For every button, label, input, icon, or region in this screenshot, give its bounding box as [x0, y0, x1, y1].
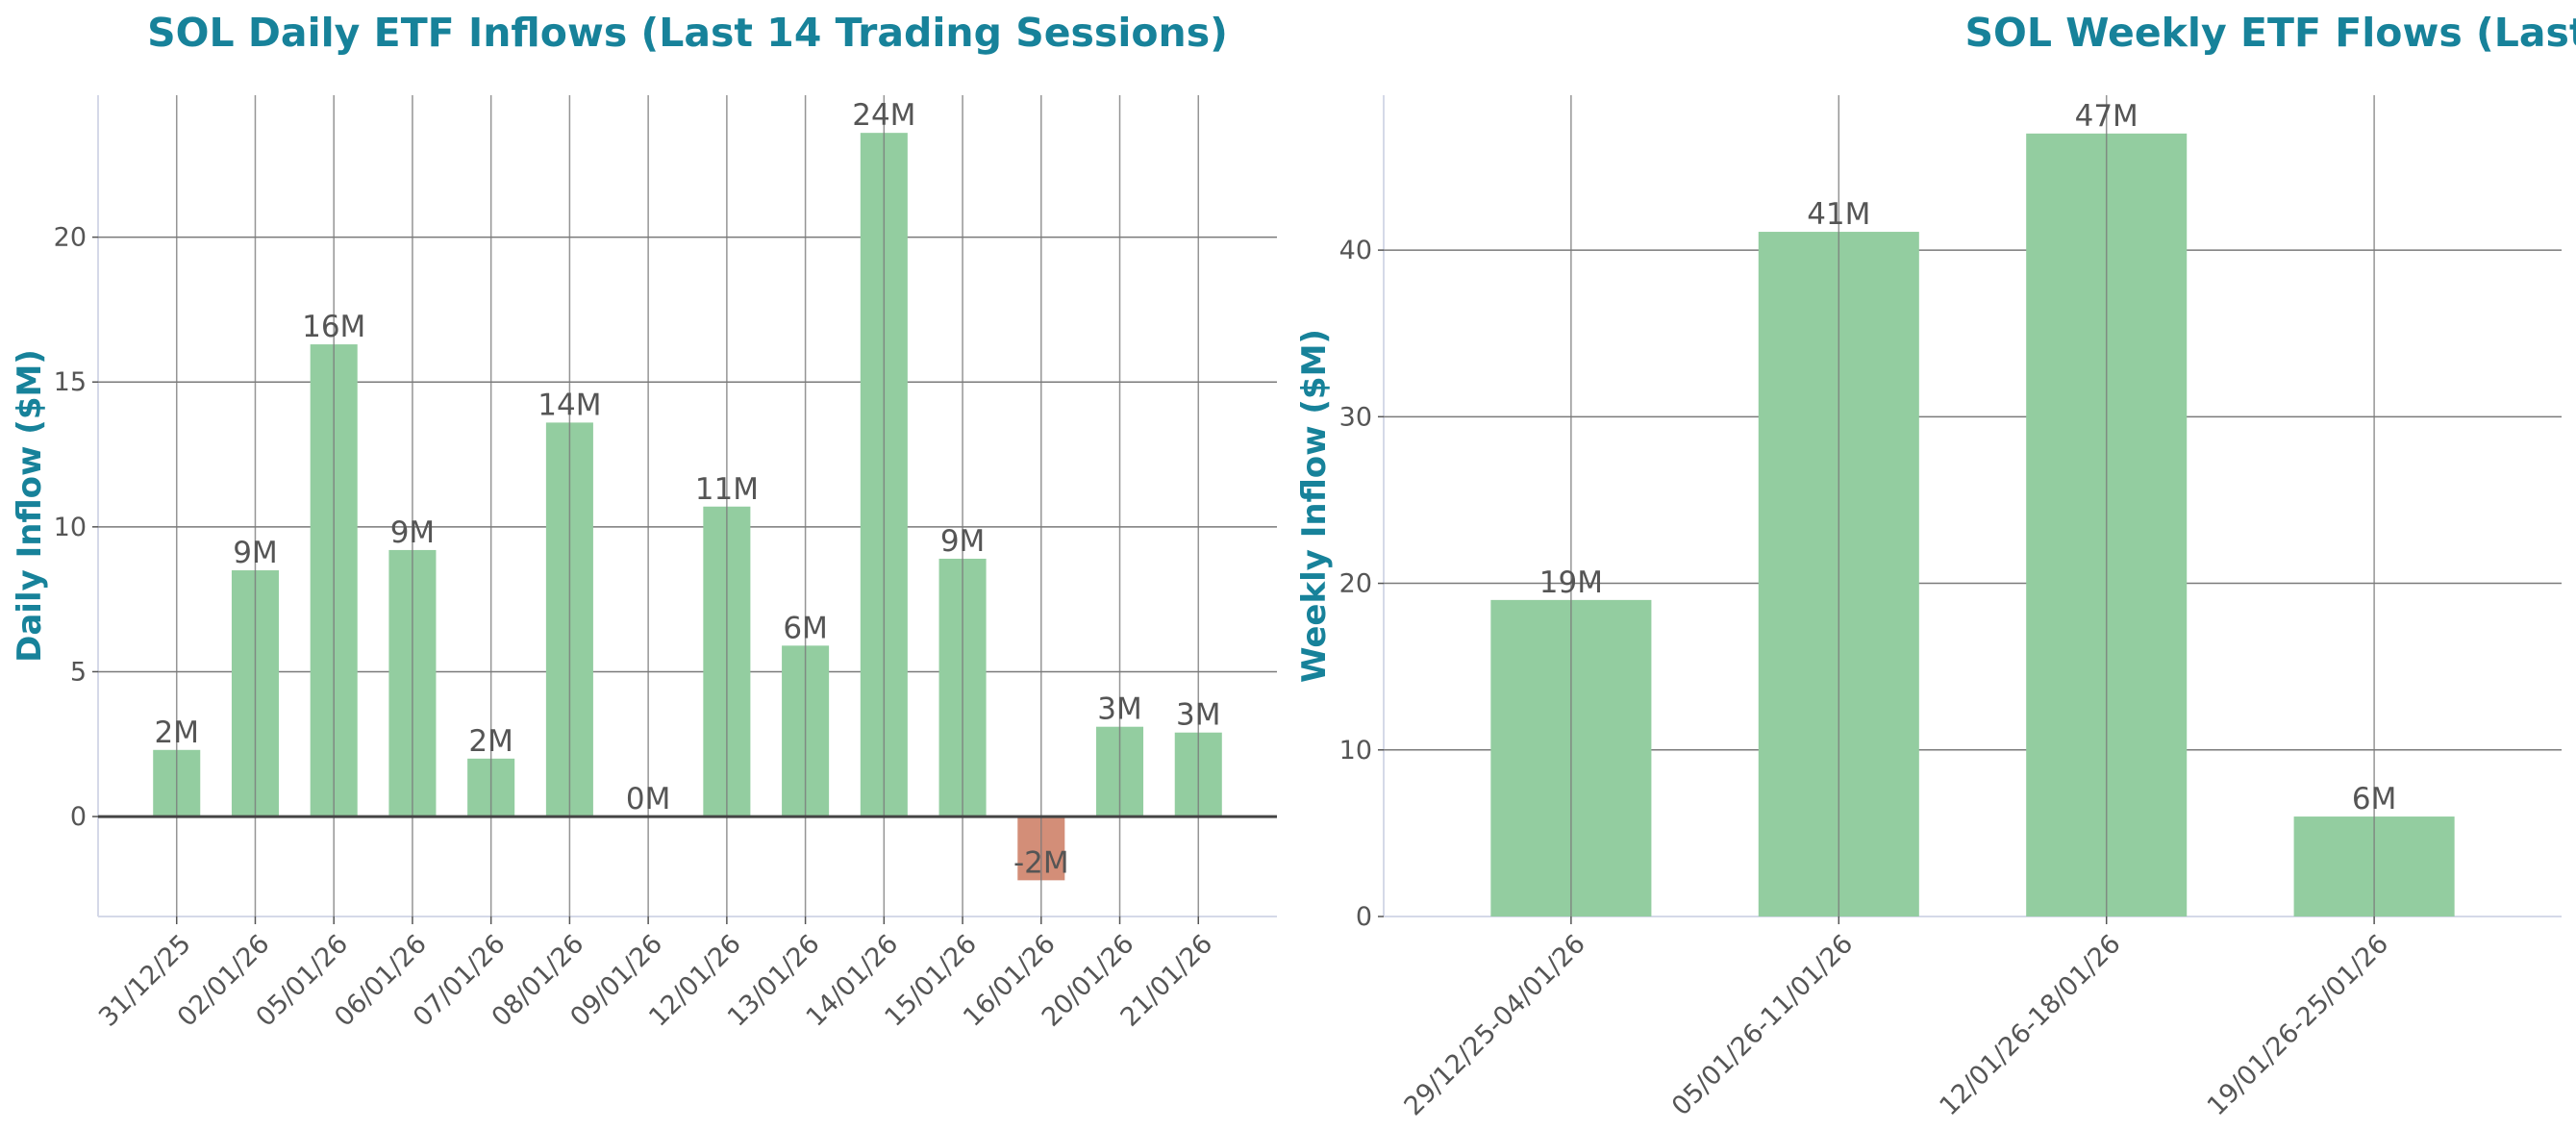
- x-tick-label: 29/12/25-04/01/26: [1399, 929, 1591, 1121]
- y-tick-label: 20: [1339, 569, 1372, 599]
- data-label: 9M: [390, 515, 435, 550]
- data-label: 9M: [940, 524, 985, 559]
- y-tick-label: 40: [1339, 236, 1372, 265]
- y-tick-label: 10: [54, 513, 87, 542]
- data-label: 0M: [626, 782, 670, 816]
- data-label: 3M: [1176, 698, 1220, 733]
- y-axis-label: Daily Inflow ($M): [11, 349, 49, 663]
- data-label: 6M: [2352, 782, 2396, 816]
- daily-inflows-chart: SOL Daily ETF Inflows (Last 14 Trading S…: [11, 10, 1277, 1033]
- data-label: 19M: [1539, 565, 1603, 600]
- y-tick-label: 30: [1339, 402, 1372, 432]
- data-label: 3M: [1097, 692, 1141, 727]
- y-tick-label: 20: [54, 223, 87, 253]
- y-axis-label: Weekly Inflow ($M): [1295, 329, 1334, 683]
- y-tick-label: 10: [1339, 736, 1372, 766]
- data-label: 24M: [852, 98, 915, 133]
- data-label: 16M: [302, 310, 365, 344]
- x-tick-label: 19/01/26-25/01/26: [2202, 929, 2394, 1121]
- data-label: 2M: [468, 724, 513, 759]
- data-label: -2M: [1013, 845, 1069, 880]
- data-label: 41M: [1807, 197, 1870, 232]
- data-label: 47M: [2075, 99, 2138, 134]
- x-tick-label: 05/01/26-11/01/26: [1666, 929, 1859, 1121]
- data-label: 11M: [695, 472, 759, 507]
- data-label: 14M: [538, 388, 601, 422]
- y-tick-label: 15: [54, 367, 87, 397]
- x-tick-label: 12/01/26-18/01/26: [1934, 929, 2126, 1121]
- weekly-flows-chart: SOL Weekly ETF Flows (Last 4 weeks) Week…: [1295, 10, 2576, 1121]
- y-tick-label: 0: [1356, 902, 1372, 932]
- chart-title: SOL Weekly ETF Flows (Last 4 weeks): [1964, 10, 2576, 56]
- chart-title: SOL Daily ETF Inflows (Last 14 Trading S…: [147, 10, 1228, 56]
- data-label: 6M: [783, 611, 827, 645]
- data-label: 2M: [154, 716, 198, 750]
- data-label: 9M: [233, 536, 277, 570]
- y-tick-label: 0: [70, 802, 87, 832]
- y-tick-label: 5: [70, 657, 87, 687]
